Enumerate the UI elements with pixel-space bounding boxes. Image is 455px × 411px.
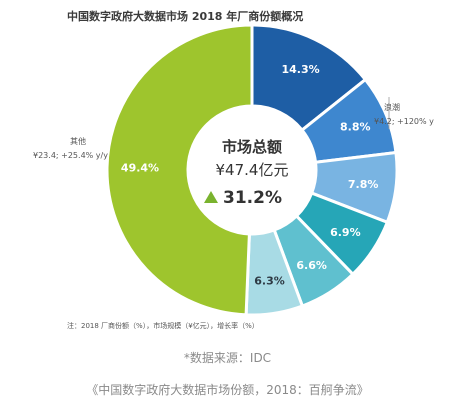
- report-caption: 《中国数字政府大数据市场份额，2018：百舸争流》: [86, 383, 369, 397]
- slice-value-label: 7.8%: [348, 178, 379, 191]
- donut-slice-7: [105, 23, 254, 317]
- langchao-detail: ¥4.2; +120% y/y: [374, 117, 434, 126]
- langchao-label: 浪潮: [384, 102, 400, 112]
- donut-chart: 14.3% 8.8% 7.8% 6.9% 6.6% 6.3% 49.4% 市场总额 ¥47.4亿…: [33, 23, 434, 317]
- others-label: 其他: [70, 136, 86, 146]
- chart-title: 中国数字政府大数据市场 2018 年厂商份额概况: [67, 10, 304, 23]
- slice-value-label: 6.3%: [254, 275, 285, 288]
- data-source: *数据来源：IDC: [183, 351, 272, 365]
- chart-card: 中国数字政府大数据市场 2018 年厂商份额概况 14.3% 8.8% 7.8% 6.…: [30, 0, 434, 337]
- slice-value-label: 8.8%: [340, 121, 371, 134]
- slice-value-label: 6.6%: [296, 259, 327, 272]
- chart-footnote: 注：2018 厂商份额（%），市场规模（¥亿元），增长率（%）: [67, 322, 259, 330]
- center-total: ¥47.4亿元: [216, 161, 289, 179]
- center-growth: 31.2%: [223, 188, 282, 208]
- growth-up-triangle-icon: [204, 191, 218, 203]
- slice-value-label: 6.9%: [330, 226, 361, 239]
- slice-value-label: 14.3%: [282, 63, 320, 76]
- center-title: 市场总额: [222, 138, 282, 156]
- slice-value-label: 49.4%: [121, 162, 159, 175]
- others-detail: ¥23.4; +25.4% y/y: [33, 151, 108, 160]
